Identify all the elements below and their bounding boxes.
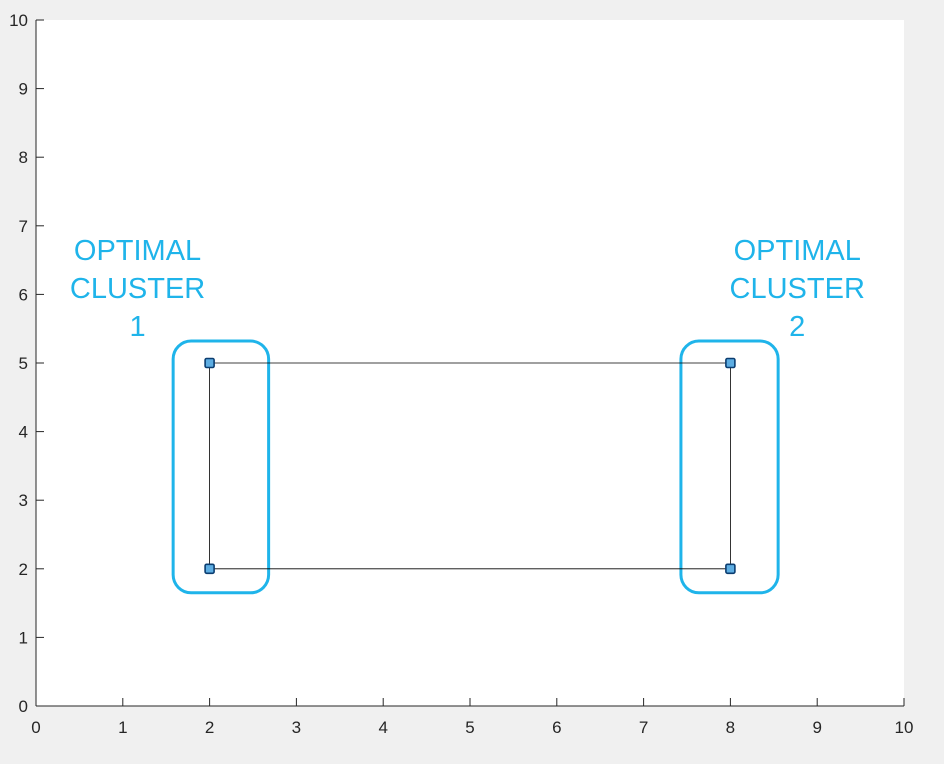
y-tick-label-8: 8 (19, 148, 28, 167)
cluster-box-1 (171, 339, 271, 595)
y-tick-label-7: 7 (19, 217, 28, 236)
cluster-label-2-line-1: OPTIMAL (734, 235, 861, 267)
cluster-label-1-line-2: CLUSTER (70, 273, 205, 305)
data-point-2 (204, 563, 215, 575)
y-tick-label-2: 2 (19, 560, 28, 579)
cluster-label-2-line-2: CLUSTER (730, 273, 865, 305)
edge-lines (209, 362, 731, 570)
cluster-annotations: OPTIMAL CLUSTER 1 OPTIMAL CLUSTER 2 (70, 235, 865, 595)
cluster-label-1-line-1: OPTIMAL (74, 235, 201, 267)
x-tick-label-8: 8 (726, 718, 735, 737)
cluster-label-2-line-3: 2 (789, 311, 805, 343)
axes: 0 1 2 3 4 5 6 7 8 9 10 0 1 2 3 4 5 6 7 8 9 10 (9, 11, 913, 737)
cluster-label-1: OPTIMAL CLUSTER 1 (70, 235, 205, 343)
x-tick-label-6: 6 (552, 718, 561, 737)
x-tick-label-5: 5 (465, 718, 474, 737)
cluster-label-1-line-3: 1 (129, 311, 145, 343)
data-points (204, 357, 736, 575)
y-tick-label-0: 0 (19, 697, 28, 716)
x-tick-label-0: 0 (31, 718, 40, 737)
data-point-1 (204, 357, 215, 369)
y-tick-label-5: 5 (19, 354, 28, 373)
x-tick-label-7: 7 (639, 718, 648, 737)
x-tick-label-2: 2 (205, 718, 214, 737)
cluster-box-2 (679, 339, 780, 595)
x-tick-label-1: 1 (118, 718, 127, 737)
y-tick-label-6: 6 (19, 285, 28, 304)
x-tick-label-3: 3 (292, 718, 301, 737)
x-tick-label-9: 9 (812, 718, 821, 737)
y-tick-label-10: 10 (9, 11, 28, 30)
data-point-3 (725, 357, 736, 369)
data-point-4 (725, 563, 736, 575)
y-tick-label-4: 4 (19, 423, 28, 442)
y-tick-label-1: 1 (19, 628, 28, 647)
y-tick-label-3: 3 (19, 491, 28, 510)
cluster-label-2: OPTIMAL CLUSTER 2 (730, 235, 865, 343)
x-tick-label-10: 10 (895, 718, 914, 737)
y-tick-label-9: 9 (19, 80, 28, 99)
x-tick-label-4: 4 (378, 718, 387, 737)
